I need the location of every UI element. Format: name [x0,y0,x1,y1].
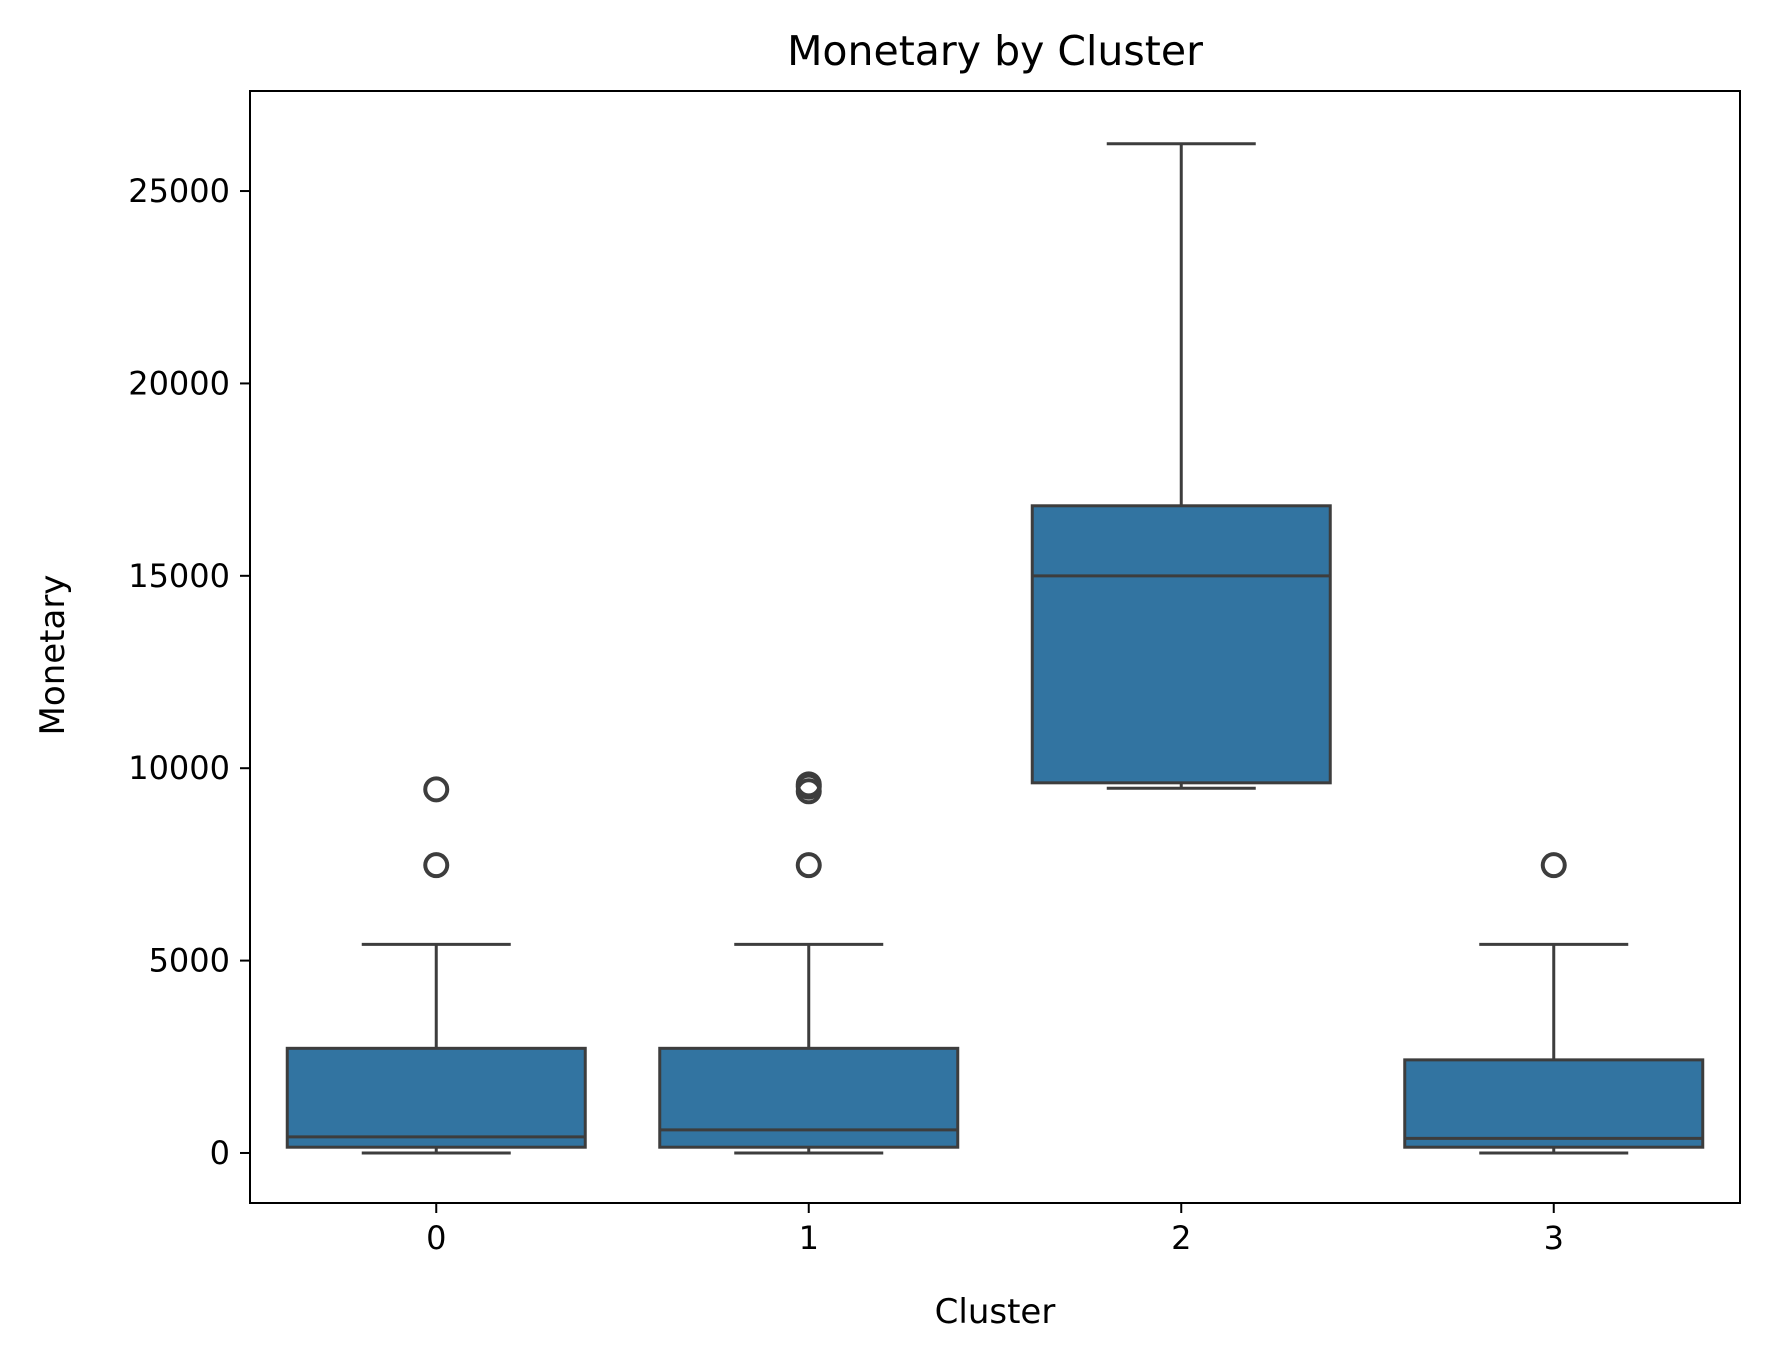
y-axis-label: Monetary [33,575,73,736]
x-tick-label: 3 [1544,1219,1564,1257]
outlier-point [1540,852,1567,879]
outlier-point [423,776,450,803]
axes: 0 5000 10000 15000 20000 25000 0 1 2 3 [128,172,1564,1257]
y-tick-label: 15000 [128,557,230,595]
box-iqr [658,1046,960,1149]
y-tick-label: 10000 [128,749,230,787]
chart-title: Monetary by Cluster [787,27,1203,75]
outlier-point [795,771,822,798]
y-tick-label: 20000 [128,364,230,402]
plot-frame [249,90,1741,1204]
outlier-point [795,852,822,879]
y-tick-label: 25000 [128,172,230,210]
y-tick-label: 0 [210,1134,230,1172]
x-tick-label: 2 [1171,1219,1191,1257]
box-iqr [285,1046,587,1149]
outlier-point [423,852,450,879]
box-cluster-0 [285,776,587,1155]
y-tick-label: 5000 [149,942,230,980]
box-iqr [1403,1058,1705,1149]
box-cluster-3 [1403,852,1705,1155]
x-tick-label: 0 [426,1219,446,1257]
box-cluster-2 [1030,142,1332,790]
plot-area [285,142,1705,1155]
box-cluster-1 [658,771,960,1155]
box-iqr [1030,504,1332,785]
x-tick-label: 1 [799,1219,819,1257]
x-axis-label: Cluster [935,1292,1056,1332]
